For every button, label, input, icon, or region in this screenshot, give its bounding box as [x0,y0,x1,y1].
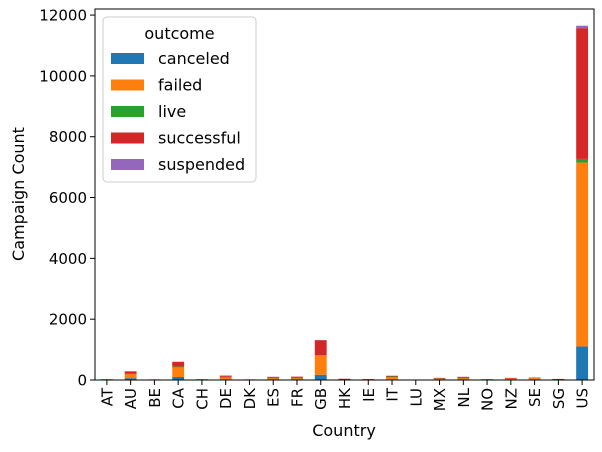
bar-au-canceled [124,378,137,380]
legend-label-failed: failed [158,76,202,95]
y-tick-label: 6000 [49,189,87,207]
legend-swatch-suspended [111,159,144,170]
x-tick-label-us: US [574,388,592,409]
bar-hk-successful [338,378,351,380]
legend-label-suspended: suspended [158,155,245,174]
legend-swatch-successful [111,132,144,144]
x-tick-label-dk: DK [241,387,259,410]
x-tick-label-de: DE [217,388,235,409]
x-tick-label-be: BE [146,388,164,408]
bar-us-successful [576,28,589,159]
bar-nz-successful [504,377,517,379]
legend-title: outcome [144,24,214,43]
bar-mx-successful [433,377,446,379]
x-tick-label-fr: FR [288,388,306,407]
bar-us-suspended [576,25,589,29]
bar-it-failed [386,376,398,380]
x-tick-label-sg: SG [550,388,568,409]
bar-us-live [576,158,589,163]
bar-it-live [386,376,398,378]
y-tick-label: 8000 [49,128,87,146]
x-tick-label-gb: GB [312,388,330,410]
bar-gb-failed [314,355,327,375]
bar-fr-failed [291,377,303,380]
bar-au-successful [124,371,137,374]
y-axis: 0 2000 4000 6000 8000 10000 12000 [39,7,95,390]
bar-gb-canceled [314,374,327,380]
y-tick-label: 10000 [39,67,87,85]
x-tick-label-se: SE [526,388,544,407]
bar-us-failed [576,162,589,347]
bar-ie-successful [362,379,375,380]
bar-gb-successful [314,340,327,356]
y-axis-label: Campaign Count [9,127,28,261]
bar-se-successful [528,377,541,379]
bar-nl-live [457,377,470,379]
bar-es-successful [267,376,280,378]
x-tick-label-mx: MX [431,388,449,411]
x-tick-label-es: ES [265,388,283,407]
y-tick-label: 4000 [49,250,87,268]
bar-fr-successful [291,376,303,378]
x-axis: AT AU BE CA CH DE DK ES FR GB HK IE IT LU MX NL NO NZ SE SG… [98,380,592,411]
x-tick-label-ch: CH [193,388,211,410]
x-tick-label-lu: LU [407,388,425,407]
x-tick-label-au: AU [122,388,140,409]
bar-it-successful [386,375,398,377]
x-tick-label-ca: CA [170,387,188,408]
bar-nl-failed [457,377,470,380]
bar-sg-successful [552,378,565,380]
bar-mx-failed [433,378,446,380]
bar-se-failed [528,378,541,380]
legend-swatch-canceled [111,53,144,64]
bar-nl-successful [457,376,470,378]
bar-fr-live [291,377,303,379]
x-tick-label-nl: NL [455,387,473,407]
bar-au-live [124,373,137,375]
bar-es-live [267,377,280,379]
bar-nz-failed [504,378,517,380]
x-tick-label-at: AT [98,387,116,406]
legend-label-live: live [158,102,186,121]
x-tick-label-nz: NZ [502,388,520,410]
x-tick-label-hk: HK [336,387,354,409]
bar-au-failed [124,373,137,379]
bar-de-live [219,376,232,378]
bar-es-failed [267,377,280,380]
legend: outcome canceled failed live successful suspe… [102,16,257,183]
x-tick-label-it: IT [384,387,402,401]
x-tick-label-ie: IE [360,388,378,402]
legend-label-canceled: canceled [158,49,230,68]
bar-de-successful [219,375,232,377]
bar-ca-failed [172,366,185,377]
legend-label-successful: successful [158,129,241,148]
legend-swatch-live [111,106,144,117]
bar-ca-canceled [172,376,185,380]
x-axis-label: Country [312,421,376,440]
y-tick-label: 12000 [39,7,87,25]
legend-swatch-failed [111,79,144,91]
y-tick-label: 0 [77,372,87,390]
bar-us-canceled [576,346,589,380]
bar-gb-live [314,355,327,356]
bar-ca-live [172,366,185,368]
bar-ca-successful [172,361,185,367]
bar-de-failed [219,376,232,380]
y-tick-label: 2000 [49,311,87,329]
x-tick-label-no: NO [479,388,497,411]
